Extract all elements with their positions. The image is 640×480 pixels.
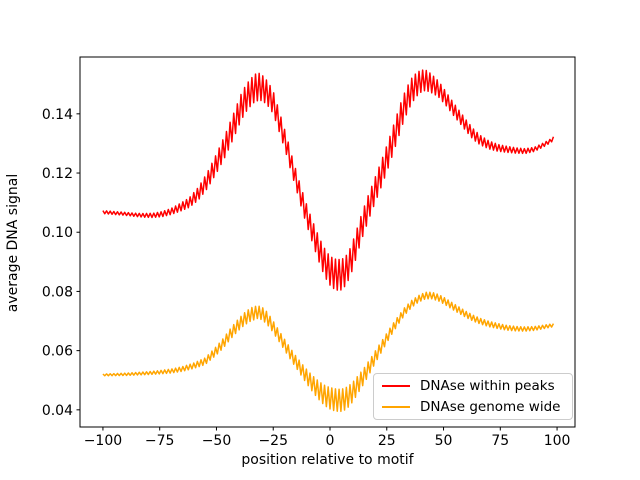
y-tick-label: 0.04 — [42, 403, 73, 419]
x-tick-label: 75 — [491, 433, 509, 449]
x-tick-label: −75 — [145, 433, 175, 449]
x-tick-label: −25 — [258, 433, 288, 449]
y-tick-label: 0.08 — [42, 284, 73, 300]
series-line-dnase-genome-wide — [102, 291, 555, 413]
x-axis-label: position relative to motif — [241, 452, 414, 468]
x-tick-label: 50 — [435, 433, 453, 449]
x-tick-label: 0 — [326, 433, 335, 449]
legend-line-sample-red — [382, 385, 410, 388]
x-tick-label: −100 — [84, 433, 122, 449]
y-tick-label: 0.12 — [42, 166, 73, 182]
x-tick-label: 25 — [378, 433, 396, 449]
legend: DNAse within peaks DNAse genome wide — [373, 373, 573, 420]
y-tick-label: 0.06 — [42, 344, 73, 360]
y-tick-label: 0.14 — [42, 107, 73, 123]
x-tick-label: −50 — [202, 433, 232, 449]
series-line-dnase-within-peaks — [102, 69, 555, 291]
legend-line-sample-orange — [382, 405, 410, 408]
legend-entry-dnase-genome-wide: DNAse genome wide — [382, 397, 564, 417]
x-tick-label: 100 — [544, 433, 571, 449]
legend-label: DNAse within peaks — [420, 378, 555, 395]
plot-area-frame — [79, 56, 576, 428]
y-tick-label: 0.10 — [42, 225, 73, 241]
legend-entry-dnase-within-peaks: DNAse within peaks — [382, 376, 564, 396]
y-axis-label: average DNA signal — [5, 173, 21, 313]
legend-label: DNAse genome wide — [420, 398, 561, 415]
